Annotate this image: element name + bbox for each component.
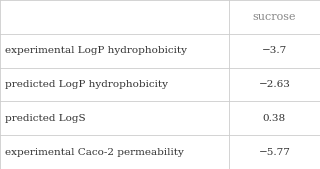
Text: −2.63: −2.63 — [259, 80, 290, 89]
Text: predicted LogP hydrophobicity: predicted LogP hydrophobicity — [5, 80, 168, 89]
Text: −5.77: −5.77 — [259, 148, 290, 157]
Text: 0.38: 0.38 — [263, 114, 286, 123]
Text: sucrose: sucrose — [253, 12, 296, 22]
Text: predicted LogS: predicted LogS — [5, 114, 85, 123]
Text: experimental Caco-2 permeability: experimental Caco-2 permeability — [5, 148, 184, 157]
Text: −3.7: −3.7 — [262, 46, 287, 55]
Text: experimental LogP hydrophobicity: experimental LogP hydrophobicity — [5, 46, 187, 55]
